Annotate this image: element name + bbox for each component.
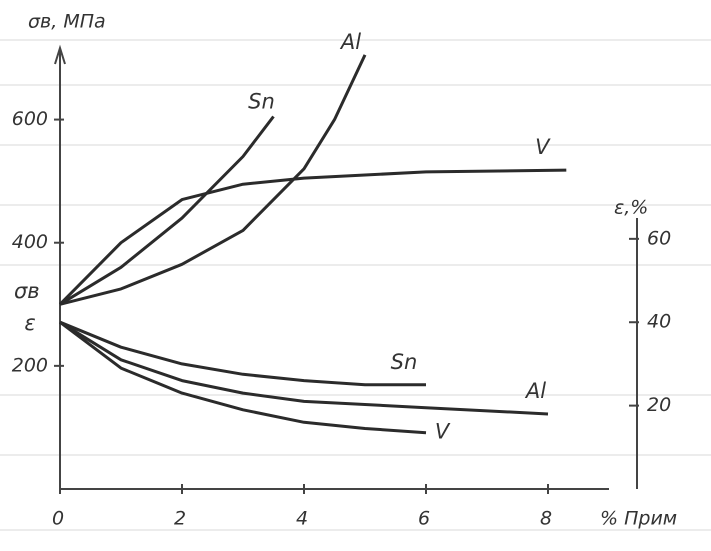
series-label: Sn: [248, 89, 275, 113]
y2-tick-label: 40: [647, 311, 671, 333]
annotation: σв: [14, 279, 40, 303]
x-tick-label: 0: [52, 508, 64, 530]
y-tick-label: 400: [12, 231, 48, 253]
y2-axis-label: ε,%: [614, 197, 648, 219]
series-label: V: [435, 420, 451, 444]
y-tick-label: 600: [12, 108, 48, 130]
series-label: Sn: [391, 350, 418, 374]
series-label: Al: [339, 30, 361, 54]
series-label: Al: [524, 379, 546, 403]
line: [59, 115, 275, 306]
x-axis-label: % Прим: [600, 508, 677, 530]
y-axis-label: σв, МПа: [28, 11, 106, 33]
x-tick-label: 8: [540, 508, 552, 530]
x-tick-label: 6: [418, 508, 430, 530]
annotation: ε: [24, 311, 35, 335]
line: [58, 168, 567, 306]
y2-tick-label: 20: [647, 394, 671, 416]
line: [59, 54, 367, 306]
x-tick-label: 2: [174, 508, 186, 530]
line: [59, 321, 427, 435]
line: [59, 320, 426, 387]
paper-lines: [0, 39, 711, 531]
x-tick-label: 4: [296, 508, 308, 530]
line: [59, 320, 549, 416]
y-tick-label: 200: [12, 354, 48, 376]
y-axis-arrow: [54, 44, 66, 65]
y2-tick-label: 60: [647, 227, 671, 249]
series-label: V: [535, 135, 551, 159]
